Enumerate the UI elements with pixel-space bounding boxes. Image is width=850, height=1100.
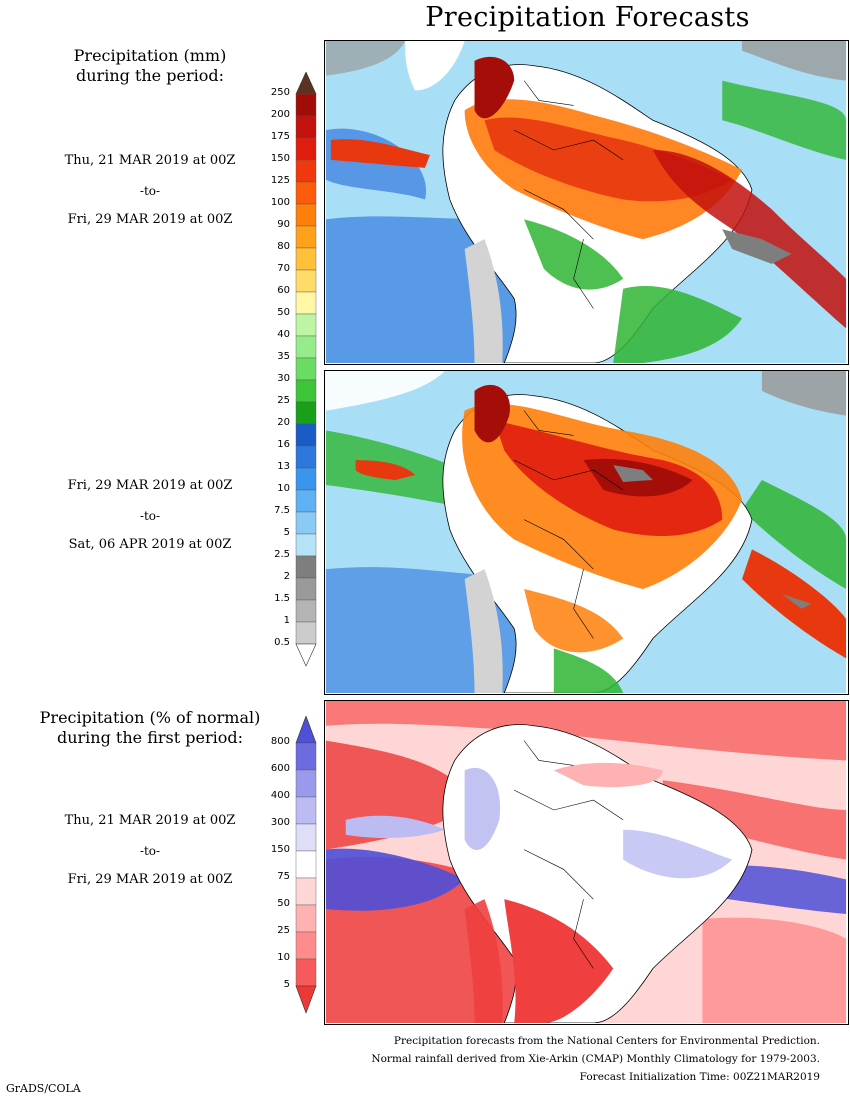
colorbar-segment [295,877,317,906]
colorbar-tick-label: 13 [277,461,290,472]
colorbar-segment [295,850,317,879]
colorbar-segment [295,931,317,960]
colorbar-tick-label: 75 [277,871,290,882]
forecast-map-period1 [324,40,849,365]
colorbar-segment [295,313,317,337]
colorbar-tick-label: 40 [277,329,290,340]
colorbar-tick-label: 1.5 [274,593,290,604]
period3-end: Fri, 29 MAR 2019 at 00Z [67,872,233,887]
colorbar-tick-label: 10 [277,952,290,963]
colorbar-tick-label: 200 [270,109,290,120]
colorbar-tick-label: 60 [277,285,290,296]
colorbar-tick-label: 150 [270,153,290,164]
colorbar-segment [295,577,317,601]
colorbar-segment [295,555,317,579]
period1-end: Fri, 29 MAR 2019 at 00Z [67,212,233,227]
colorbar-segment [295,93,317,117]
colorbar-segment [295,621,317,645]
colorbar-tick-label: 50 [277,898,290,909]
colorbar-tick-label: 35 [277,351,290,362]
colorbar-segment [295,401,317,425]
colorbar-tick-label: 70 [277,263,290,274]
colorbar-segment [295,489,317,513]
period2-end: Sat, 06 APR 2019 at 00Z [68,537,232,552]
colorbar-tick-label: 125 [270,175,290,186]
colorbar-bottom-arrow [295,985,317,1014]
colorbar-tick-label: 20 [277,417,290,428]
colorbar-tick-label: 150 [270,844,290,855]
colorbar-segment [295,511,317,535]
colorbar-tick-label: 25 [277,925,290,936]
colorbar-tick-label: 16 [277,439,290,450]
colorbar-segment [295,958,317,987]
colorbar-tick-label: 5 [283,979,290,990]
amount-colorbar [295,72,317,667]
period2-separator: -to- [139,509,161,523]
colorbar-segment [295,115,317,139]
colorbar-segment [295,335,317,359]
page-title: Precipitation Forecasts [425,2,750,33]
colorbar-tick-label: 30 [277,373,290,384]
colorbar-segment [295,379,317,403]
colorbar-tick-label: 400 [270,790,290,801]
colorbar-tick-label: 25 [277,395,290,406]
colorbar-segment [295,823,317,852]
colorbar-tick-label: 0.5 [274,637,290,648]
colorbar-tick-label: 175 [270,131,290,142]
colorbar-tick-label: 5 [283,527,290,538]
colorbar-top-arrow [295,72,317,95]
colorbar-tick-label: 250 [270,87,290,98]
period3-separator: -to- [139,844,161,858]
colorbar-segment [295,269,317,293]
colorbar-tick-label: 2 [283,571,290,582]
colorbar-segment [295,796,317,825]
colorbar-tick-label: 80 [277,241,290,252]
colorbar-segment [295,742,317,771]
colorbar-segment [295,533,317,557]
percent-colorbar [295,716,317,1014]
colorbar-segment [295,225,317,249]
forecast-map-period2 [324,370,849,695]
period3-start: Thu, 21 MAR 2019 at 00Z [64,813,236,828]
colorbar-tick-label: 7.5 [274,505,290,516]
colorbar-segment [295,423,317,447]
percent-of-normal-map [324,700,849,1025]
colorbar-tick-label: 10 [277,483,290,494]
colorbar-segment [295,445,317,469]
colorbar-tick-label: 50 [277,307,290,318]
colorbar-segment [295,137,317,161]
grads-credit: GrADS/COLA [6,1082,81,1095]
colorbar-tick-label: 800 [270,736,290,747]
colorbar-tick-label: 100 [270,197,290,208]
colorbar-segment [295,291,317,315]
colorbar-bottom-arrow [295,643,317,667]
colorbar-segment [295,769,317,798]
colorbar-segment [295,181,317,205]
colorbar-tick-label: 600 [270,763,290,774]
colorbar-top-arrow [295,716,317,744]
footer-source-line: Precipitation forecasts from the Nationa… [393,1035,820,1047]
colorbar-segment [295,904,317,933]
colorbar-tick-label: 300 [270,817,290,828]
footer-init-time: Forecast Initialization Time: 00Z21MAR20… [579,1071,820,1083]
colorbar-segment [295,247,317,271]
period1-separator: -to- [139,184,161,198]
colorbar-tick-label: 2.5 [274,549,290,560]
period2-start: Fri, 29 MAR 2019 at 00Z [67,478,233,493]
colorbar-segment [295,357,317,381]
colorbar-segment [295,467,317,491]
percent-legend-heading: Precipitation (% of normal) during the f… [39,708,261,747]
period1-start: Thu, 21 MAR 2019 at 00Z [64,153,236,168]
colorbar-segment [295,203,317,227]
colorbar-tick-label: 90 [277,219,290,230]
amount-legend-heading: Precipitation (mm) during the period: [73,46,227,85]
footer-climatology-line: Normal rainfall derived from Xie-Arkin (… [371,1053,820,1065]
colorbar-segment [295,159,317,183]
colorbar-segment [295,599,317,623]
colorbar-tick-label: 1 [283,615,290,626]
